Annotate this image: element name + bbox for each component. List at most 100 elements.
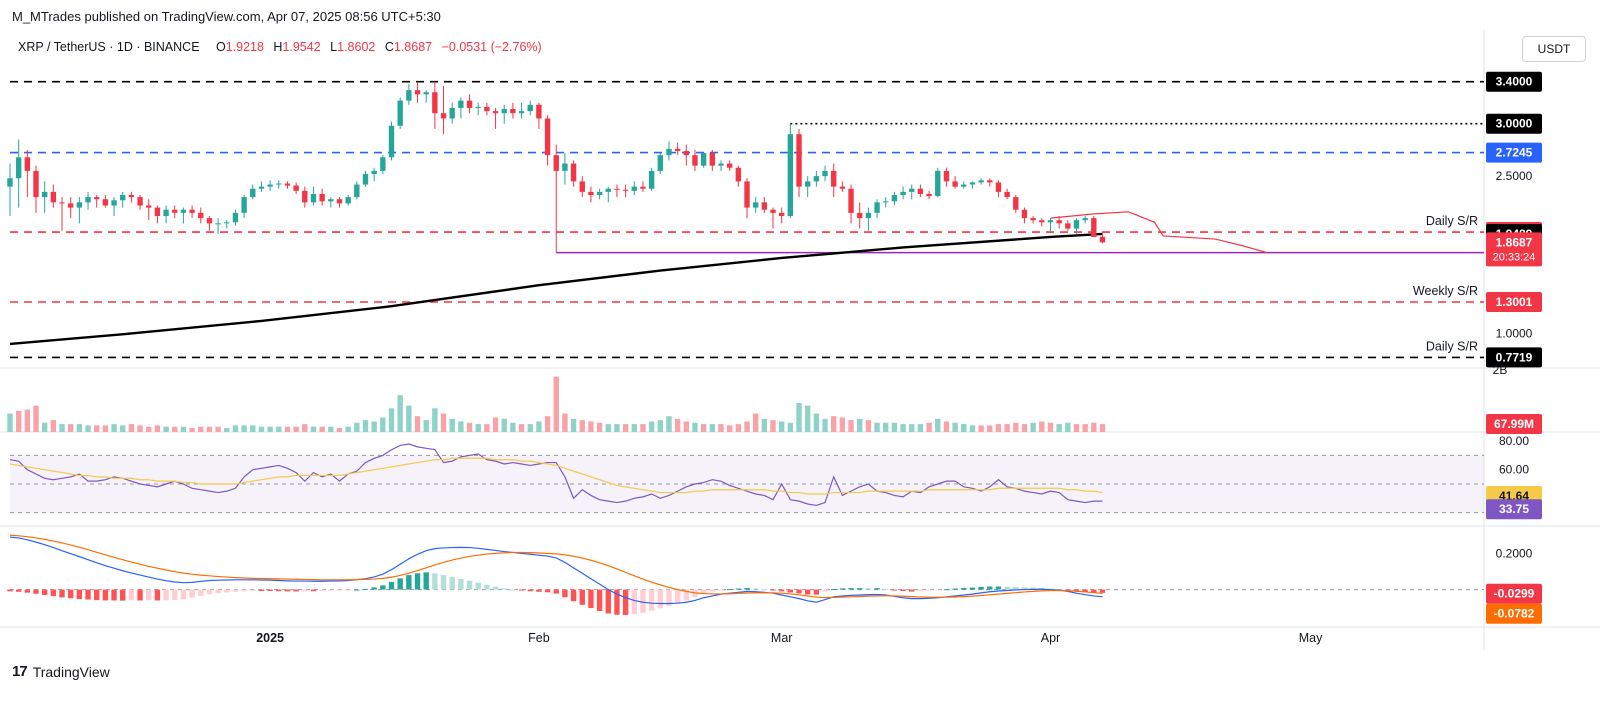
candle[interactable] xyxy=(189,209,195,213)
candle[interactable] xyxy=(579,181,585,192)
candle[interactable] xyxy=(293,185,299,191)
candle[interactable] xyxy=(735,167,742,182)
candle[interactable] xyxy=(614,188,620,190)
candle[interactable] xyxy=(648,170,655,189)
candle[interactable] xyxy=(683,150,689,156)
candle[interactable] xyxy=(362,174,369,185)
currency-button[interactable]: USDT xyxy=(1522,36,1586,62)
candle[interactable] xyxy=(544,118,551,156)
candle[interactable] xyxy=(328,199,334,202)
candle[interactable] xyxy=(432,92,438,114)
candle[interactable] xyxy=(120,195,126,201)
rsi_ma-line[interactable] xyxy=(9,457,1103,495)
candle[interactable] xyxy=(883,201,889,203)
candle[interactable] xyxy=(241,197,247,213)
candle[interactable] xyxy=(674,148,681,151)
candle[interactable] xyxy=(700,153,707,166)
candle[interactable] xyxy=(831,170,837,187)
candle[interactable] xyxy=(1056,220,1062,224)
candle[interactable] xyxy=(492,111,499,114)
candle[interactable] xyxy=(310,193,317,203)
candle[interactable] xyxy=(224,222,230,224)
candle[interactable] xyxy=(935,170,941,197)
candle[interactable] xyxy=(345,197,351,204)
candle[interactable] xyxy=(969,182,976,185)
candle[interactable] xyxy=(380,157,386,171)
candle[interactable] xyxy=(909,188,915,192)
rsi-pane[interactable] xyxy=(9,443,1484,514)
candle[interactable] xyxy=(770,209,776,213)
candle[interactable] xyxy=(258,186,265,189)
candle[interactable] xyxy=(562,163,568,171)
candle[interactable] xyxy=(952,181,958,187)
candle[interactable] xyxy=(995,182,1002,192)
candle[interactable] xyxy=(510,109,516,114)
candle[interactable] xyxy=(1013,197,1019,210)
candle[interactable] xyxy=(1047,220,1054,223)
candle[interactable] xyxy=(1004,191,1010,198)
candle[interactable] xyxy=(146,205,152,208)
candle[interactable] xyxy=(622,189,629,191)
candle[interactable] xyxy=(1030,218,1036,221)
candle[interactable] xyxy=(354,184,360,198)
candle[interactable] xyxy=(978,180,984,183)
candle[interactable] xyxy=(484,106,490,112)
candle[interactable] xyxy=(154,207,161,216)
candle[interactable] xyxy=(59,202,65,204)
candle[interactable] xyxy=(640,186,646,189)
candle[interactable] xyxy=(805,181,811,187)
candle[interactable] xyxy=(726,163,733,168)
candle[interactable] xyxy=(1073,220,1080,229)
candle[interactable] xyxy=(475,106,481,108)
candle[interactable] xyxy=(7,178,13,187)
candle[interactable] xyxy=(1099,236,1106,243)
candle[interactable] xyxy=(68,203,74,208)
candle[interactable] xyxy=(440,113,447,119)
candle[interactable] xyxy=(284,183,291,186)
candle[interactable] xyxy=(423,92,429,95)
candle[interactable] xyxy=(1039,220,1045,223)
candle[interactable] xyxy=(631,186,637,191)
candle[interactable] xyxy=(371,170,377,175)
candle[interactable] xyxy=(744,181,750,208)
symbol-title[interactable]: XRP / TetherUS · 1D · BINANCE xyxy=(18,40,200,54)
candle[interactable] xyxy=(570,163,577,182)
candle[interactable] xyxy=(41,191,48,198)
candle[interactable] xyxy=(796,134,802,187)
candle[interactable] xyxy=(128,195,135,198)
candle[interactable] xyxy=(206,218,213,224)
candle[interactable] xyxy=(76,202,83,208)
candle[interactable] xyxy=(596,191,603,196)
candle[interactable] xyxy=(397,100,403,126)
candle[interactable] xyxy=(94,197,100,200)
candle[interactable] xyxy=(302,190,308,203)
candle[interactable] xyxy=(605,188,611,192)
candle[interactable] xyxy=(414,90,421,95)
volume-pane[interactable] xyxy=(7,376,1106,432)
candle[interactable] xyxy=(163,209,169,216)
candle[interactable] xyxy=(787,134,794,216)
candle[interactable] xyxy=(406,90,412,101)
candle[interactable] xyxy=(250,188,256,198)
candle[interactable] xyxy=(102,199,109,206)
signal-line[interactable] xyxy=(9,534,1103,599)
candle[interactable] xyxy=(588,191,594,196)
candle[interactable] xyxy=(172,209,178,213)
sma-200-line[interactable] xyxy=(9,232,1103,346)
candle[interactable] xyxy=(553,155,559,171)
price-axis[interactable]: 3.40003.00002.72451.96691.77111.30010.77… xyxy=(1486,71,1542,624)
candle[interactable] xyxy=(987,180,993,183)
candle[interactable] xyxy=(85,197,91,203)
macd-line[interactable] xyxy=(9,536,1103,605)
candle[interactable] xyxy=(111,200,117,206)
candle[interactable] xyxy=(865,212,872,219)
candle[interactable] xyxy=(891,195,898,202)
candle[interactable] xyxy=(857,212,863,219)
candle[interactable] xyxy=(33,170,39,198)
candle[interactable] xyxy=(813,176,820,182)
candle[interactable] xyxy=(466,100,473,108)
candle[interactable] xyxy=(839,186,846,189)
candle[interactable] xyxy=(458,100,464,108)
candle[interactable] xyxy=(267,184,273,187)
